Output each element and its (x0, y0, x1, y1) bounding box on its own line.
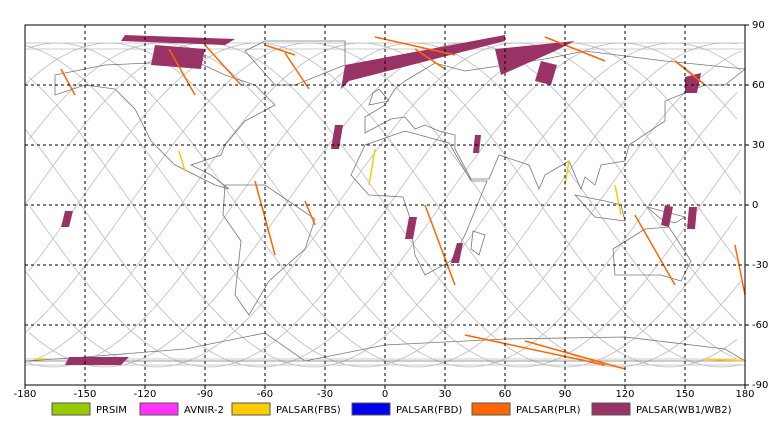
plr-track (414, 48, 446, 70)
legend-label: PALSAR(PLR) (516, 405, 581, 416)
plr-track (264, 44, 296, 56)
plr-track (60, 68, 76, 96)
y-tick-label: 0 (752, 200, 758, 211)
plr-track (204, 44, 242, 86)
legend-swatch (231, 402, 271, 416)
coastline (368, 88, 390, 106)
legend-swatch (51, 402, 91, 416)
orbit-track (24, 42, 738, 368)
legend-swatch (591, 402, 631, 416)
plr-track (734, 244, 746, 296)
wb-swath (61, 211, 73, 227)
orbit-track (24, 42, 738, 368)
plr-track (464, 334, 606, 366)
plr-track (374, 36, 456, 56)
coastline (646, 206, 687, 224)
wb-swath (331, 125, 343, 149)
legend-swatch (139, 402, 179, 416)
coastline (573, 194, 626, 222)
x-tick-label: 180 (735, 389, 754, 400)
fbs-track (564, 160, 570, 186)
plot-frame (24, 24, 746, 386)
coastline (470, 230, 486, 256)
y-tick-label: 30 (752, 140, 765, 151)
legend-label: AVNIR-2 (184, 405, 224, 416)
x-tick-label: -30 (317, 389, 333, 400)
plr-track (544, 36, 606, 62)
plr-track (524, 340, 626, 370)
y-tick-label: -90 (752, 380, 768, 391)
orbit-track (24, 42, 738, 368)
plr-track (304, 200, 316, 226)
fbs-track (368, 148, 376, 186)
plr-track (674, 60, 706, 86)
wb-swath (473, 135, 481, 153)
x-tick-label: 150 (675, 389, 694, 400)
x-tick-label: 120 (615, 389, 634, 400)
x-tick-label: 60 (499, 389, 512, 400)
orbit-track (24, 42, 738, 368)
legend-label: PALSAR(WB1/WB2) (636, 405, 732, 416)
wb-swath (405, 217, 417, 239)
orbit-track (28, 42, 742, 368)
y-tick-label: 90 (752, 20, 765, 31)
legend-label: PALSAR(FBD) (396, 405, 462, 416)
wb-swath (535, 61, 557, 85)
coastline (364, 50, 747, 191)
x-tick-label: -60 (257, 389, 273, 400)
fbs-track (614, 184, 622, 216)
plr-track (168, 48, 196, 96)
legend-label: PALSAR(FBS) (276, 405, 341, 416)
coastline (54, 60, 276, 190)
wb-swath (687, 207, 697, 229)
plr-track (634, 214, 676, 286)
x-tick-label: 30 (439, 389, 452, 400)
x-tick-label: -90 (197, 389, 213, 400)
wb-swath (121, 35, 235, 45)
wb-swath (65, 357, 129, 365)
legend-label: PRSIM (96, 405, 127, 416)
map-layer: -180 -150 -120 -90 -60 -30 0 30 60 90 120 150 180-90… (14, 20, 769, 416)
legend-swatch (471, 402, 511, 416)
y-tick-label: -60 (752, 320, 768, 331)
coastline (612, 226, 692, 282)
orbit-track (28, 42, 742, 368)
wb-swath (451, 243, 463, 263)
fbs-track (704, 358, 746, 362)
y-tick-label: -30 (752, 260, 768, 271)
x-tick-label: 90 (559, 389, 572, 400)
x-tick-label: -150 (74, 389, 97, 400)
coastline (222, 184, 316, 316)
wb-swath (341, 35, 505, 89)
wb-swath (495, 41, 575, 75)
fbs-track (178, 150, 186, 172)
x-tick-label: -180 (14, 389, 37, 400)
wb-swath (661, 205, 673, 227)
plr-track (424, 204, 456, 286)
y-tick-label: 60 (752, 80, 765, 91)
wb-swath (151, 45, 205, 69)
x-tick-label: 0 (382, 389, 388, 400)
legend-swatch (351, 402, 391, 416)
x-tick-label: -120 (134, 389, 157, 400)
plr-track (284, 52, 310, 90)
orbit-track (24, 42, 738, 368)
